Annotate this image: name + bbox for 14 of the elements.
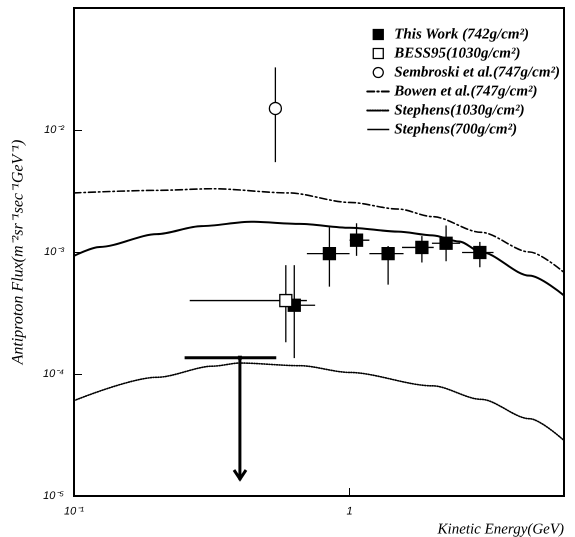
x-tick-label: 10⁻¹ bbox=[64, 506, 84, 518]
legend-label: Sembroski et al.(747g/cm²) bbox=[394, 64, 560, 80]
legend-label: Bowen et al.(747g/cm²) bbox=[393, 84, 538, 100]
y-axis-title: Antiproton Flux(m⁻²sr⁻¹sec⁻¹GeV⁻¹) bbox=[10, 140, 26, 366]
legend-label: Stephens(1030g/cm²) bbox=[394, 102, 525, 118]
y-tick-label: 10⁻³ bbox=[44, 246, 64, 258]
y-tick-label: 10⁻⁵ bbox=[43, 490, 64, 502]
x-tick-label: 1 bbox=[346, 506, 353, 518]
legend-label: Stephens(700g/cm²) bbox=[394, 122, 518, 138]
legend-label: This Work (742g/cm²) bbox=[394, 26, 530, 42]
y-tick-label: 10⁻² bbox=[44, 124, 64, 136]
y-tick-label: 10⁻⁴ bbox=[43, 368, 64, 380]
x-axis-title: Kinetic Energy(GeV) bbox=[436, 522, 564, 537]
legend-label: BESS95(1030g/cm²) bbox=[393, 46, 520, 62]
